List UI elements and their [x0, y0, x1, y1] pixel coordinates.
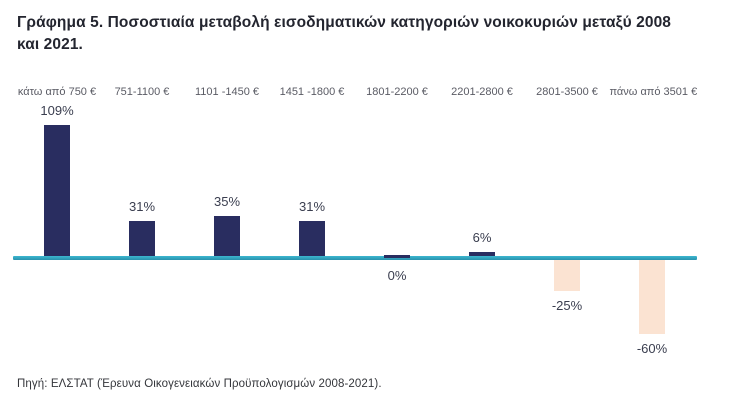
- value-label: 31%: [298, 199, 326, 214]
- category-label: 1451 -1800 €: [279, 86, 345, 98]
- category-label: 751-1100 €: [114, 86, 170, 98]
- bar-positive: [384, 255, 410, 258]
- category-label: 1801-2200 €: [366, 86, 428, 98]
- chart-column: κάτω από 750 € 109%: [15, 80, 100, 370]
- bar-negative: [639, 260, 665, 334]
- value-label: 35%: [213, 194, 241, 209]
- value-label: 31%: [128, 199, 156, 214]
- category-label: 1101 -1450 €: [194, 86, 260, 98]
- value-label: 109%: [40, 103, 74, 118]
- value-label: 0%: [387, 268, 407, 283]
- chart-column: 2201-2800 € 6%: [440, 80, 525, 370]
- category-label: 2201-2800 €: [451, 86, 513, 98]
- bar-positive: [299, 221, 325, 259]
- category-label: 2801-3500 €: [536, 86, 598, 98]
- chart-column: 1101 -1450 € 35%: [185, 80, 270, 370]
- value-label: -25%: [551, 298, 583, 313]
- chart-column: 751-1100 € 31%: [100, 80, 185, 370]
- chart-title: Γράφημα 5. Ποσοστιαία μεταβολή εισοδηματ…: [17, 14, 672, 53]
- value-label: -60%: [636, 341, 668, 356]
- source-note: Πηγή: ΕΛΣΤΑΤ (Έρευνα Οικογενειακών Προϋπ…: [17, 378, 382, 390]
- chart-column: 1801-2200 € 0%: [355, 80, 440, 370]
- bar-positive: [44, 125, 70, 259]
- category-label: κάτω από 750 €: [17, 86, 97, 98]
- category-label: πάνω από 3501 €: [609, 86, 698, 98]
- value-label: 6%: [472, 230, 492, 245]
- bar-positive: [214, 216, 240, 259]
- plot-area: κάτω από 750 € 109% 751-1100 € 31% 1101 -145…: [0, 80, 739, 370]
- chart-column: 1451 -1800 € 31%: [270, 80, 355, 370]
- chart-column: 2801-3500 € -25%: [525, 80, 610, 370]
- bar-positive: [129, 221, 155, 259]
- bar-positive: [469, 252, 495, 259]
- chart-column: πάνω από 3501 € -60%: [609, 80, 698, 370]
- bar-negative: [554, 260, 580, 291]
- zero-baseline: [13, 256, 697, 260]
